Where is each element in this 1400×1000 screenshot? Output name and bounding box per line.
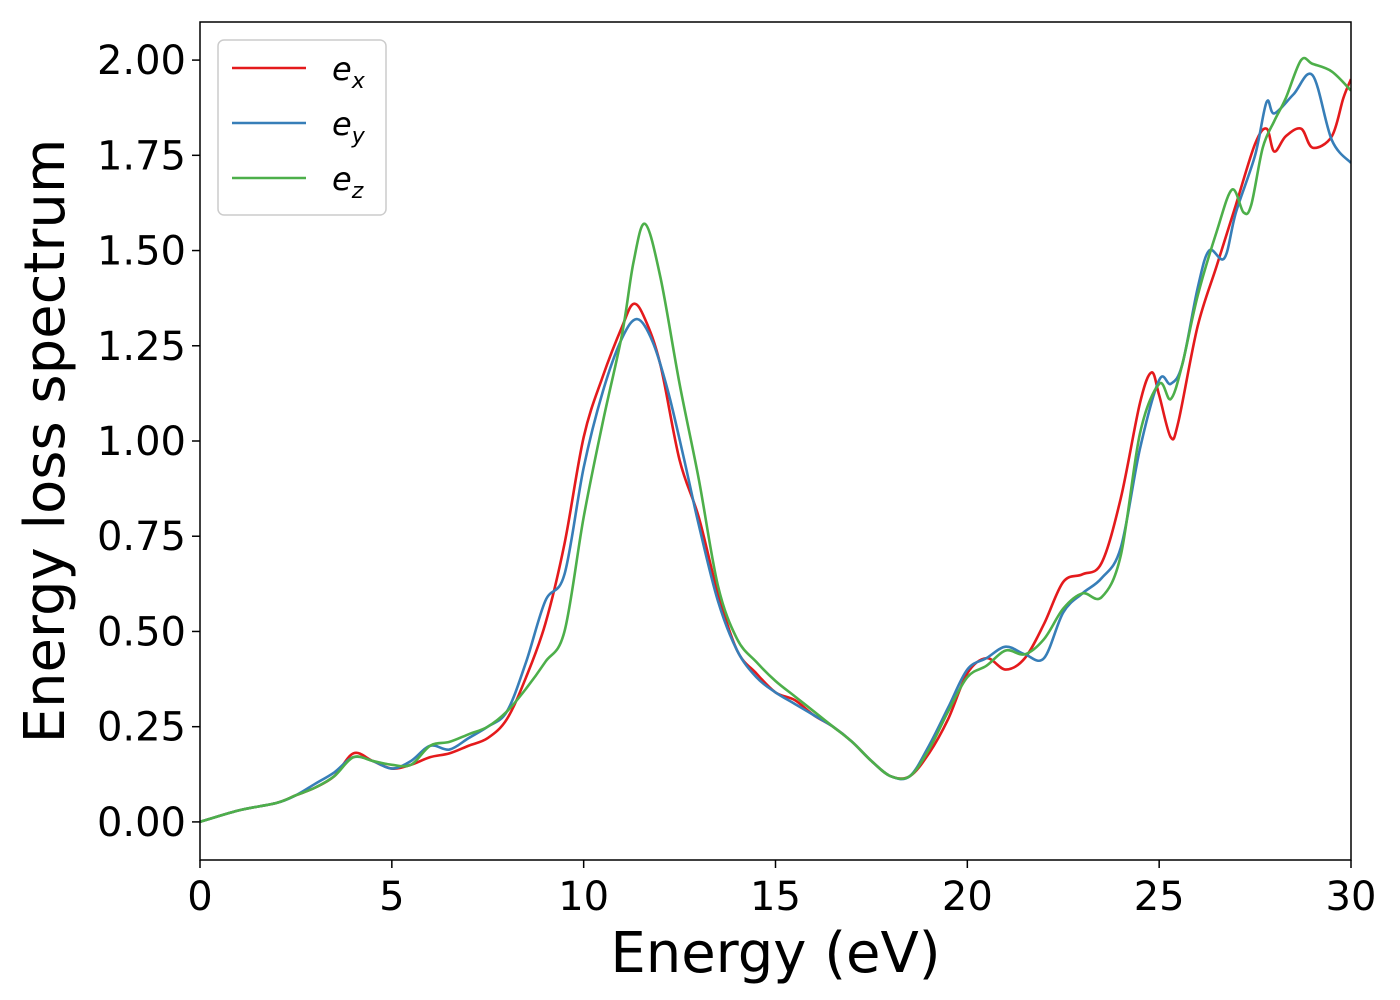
y-tick-label: 1.00	[97, 419, 186, 465]
y-tick-label: 0.50	[97, 609, 186, 655]
x-tick-label: 10	[558, 874, 609, 920]
legend-label-y: ey	[332, 105, 366, 149]
legend-box	[217, 39, 387, 216]
series-line-z	[200, 56, 1351, 824]
legend: ex ey ez	[217, 39, 387, 216]
y-axis-ticks: 0.00 0.25 0.50 0.75 1.00 1.25 1.50 1.75 2.00	[97, 38, 200, 846]
y-axis-label: Energy loss spectrum	[13, 139, 78, 744]
series-lines	[200, 56, 1351, 824]
x-axis-label: Energy (eV)	[610, 921, 940, 986]
x-tick-label: 20	[942, 874, 993, 920]
y-tick-label: 1.50	[97, 229, 186, 275]
y-tick-label: 0.75	[97, 514, 186, 560]
x-tick-label: 5	[379, 874, 404, 920]
y-tick-label: 0.25	[97, 705, 186, 751]
legend-label-z: ez	[332, 160, 364, 204]
x-tick-label: 25	[1134, 874, 1185, 920]
y-tick-label: 0.00	[97, 800, 186, 846]
x-tick-label: 15	[750, 874, 801, 920]
y-tick-label: 2.00	[97, 38, 186, 84]
x-tick-label: 30	[1326, 874, 1377, 920]
legend-label-x: ex	[332, 50, 366, 94]
y-tick-label: 1.75	[97, 133, 186, 179]
x-axis-ticks: 0 5 10 15 20 25 30	[187, 860, 1376, 920]
x-tick-label: 0	[187, 874, 212, 920]
y-tick-label: 1.25	[97, 324, 186, 370]
